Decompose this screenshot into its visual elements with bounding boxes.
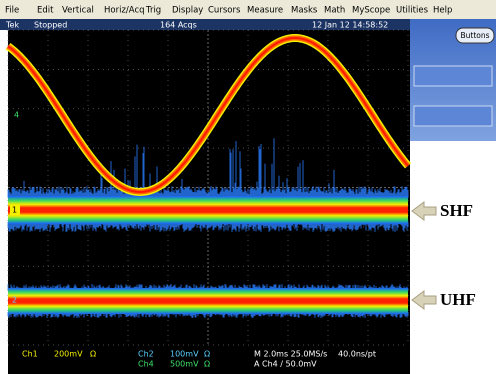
ch2-trace [8,288,408,314]
ch1-name: Ch1 [22,350,38,359]
ch1-scale: 200mV [54,350,83,359]
acq-count: 164 Acqs [160,21,197,30]
timestamp: 12 Jan 12 14:58:52 [312,21,388,30]
ch2-marker: 2 [12,296,17,305]
ch2-coupling: Ω [204,350,210,359]
menu-item[interactable]: Help [433,6,452,16]
side-button[interactable] [414,106,492,126]
brand: Tek [5,21,19,30]
menu-item[interactable]: Trig [145,6,161,16]
ch2-name: Ch2 [138,350,154,359]
shf-label: SHF [440,201,473,220]
side-button[interactable] [414,66,492,86]
ch4-marker: 4 [14,111,19,120]
menu-item[interactable]: Utilities [396,6,429,16]
menu-item[interactable]: Math [324,6,345,16]
ch1-coupling: Ω [90,350,96,359]
resolution: 40.0ns/pt [338,350,376,359]
ch1-trace [8,196,408,224]
ch1-marker: 1 [12,206,17,215]
menu-item[interactable]: Masks [291,6,318,16]
menu-item[interactable]: MyScope [352,6,390,16]
arrow [412,291,436,309]
ch2-scale: 100mV [170,350,199,359]
menu-item[interactable]: Edit [37,6,54,16]
trigger: A Ch4 / 50.0mV [254,360,317,369]
buttons-label[interactable]: Buttons [460,31,489,40]
arrow [412,202,436,220]
menu-item[interactable]: Vertical [62,6,94,16]
uhf-label: UHF [440,290,476,309]
menu-item[interactable]: Measure [247,6,283,16]
menu-item[interactable]: Display [172,6,203,16]
oscilloscope-screen: File Edit Vertical Horiz/AcqTrig Display Curs… [0,0,496,374]
ch4-coupling: Ω [204,360,210,369]
menu-item[interactable]: Cursors [208,6,241,16]
ch4-name: Ch4 [138,360,154,369]
menu-item[interactable]: Horiz/Acq [104,6,145,16]
ch4-scale: 500mV [170,360,199,369]
acq-state: Stopped [34,21,67,30]
menu-item[interactable]: File [5,6,19,16]
timebase: M 2.0ms 25.0MS/s [254,350,327,359]
